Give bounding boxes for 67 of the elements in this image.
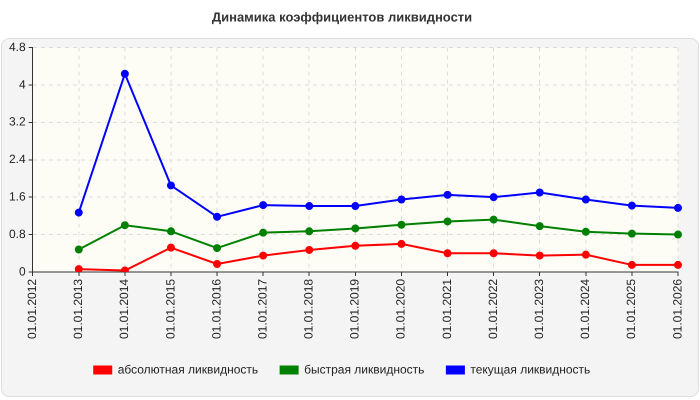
point: [444, 249, 452, 258]
point: [259, 252, 268, 260]
point: [351, 202, 360, 210]
x-tick-label: 01.01.2014: [117, 278, 132, 340]
point: [351, 242, 360, 250]
point: [397, 220, 406, 229]
point: [213, 244, 222, 252]
point: [120, 70, 129, 78]
x-tick-label: 01.01.2017: [255, 278, 270, 340]
y-tick-label: 1.6: [8, 189, 26, 204]
point: [259, 228, 268, 237]
x-tick-label: 01.01.2013: [71, 278, 86, 340]
point: [674, 230, 682, 239]
point: [259, 201, 268, 210]
chart-title: Динамика коэффициентов ликвидности: [212, 9, 472, 24]
legend-label: текущая ликвидность: [470, 362, 590, 376]
point: [166, 181, 175, 190]
point: [536, 252, 544, 260]
point: [674, 260, 682, 269]
point: [536, 188, 544, 196]
point: [397, 196, 406, 204]
x-tick-label: 01.01.2018: [302, 278, 316, 340]
point: [444, 217, 452, 226]
point: [74, 265, 83, 272]
x-tick-label: 01.01.2016: [209, 278, 224, 340]
point: [397, 240, 406, 248]
x-tick-label: 01.01.2012: [24, 278, 39, 340]
point: [628, 202, 636, 210]
point: [674, 204, 682, 212]
point: [490, 193, 498, 202]
point: [166, 244, 175, 252]
point: [74, 246, 83, 254]
y-tick-label: 4: [18, 77, 26, 92]
x-tick-label: 01.01.2026: [670, 278, 684, 340]
point: [305, 202, 314, 210]
x-tick-label: 01.01.2024: [578, 278, 592, 340]
y-tick-label: 0.8: [8, 226, 26, 241]
point: [213, 212, 222, 221]
point: [582, 196, 590, 204]
point: [74, 208, 83, 217]
point: [490, 249, 498, 258]
point: [490, 216, 498, 224]
point: [305, 227, 314, 236]
point: [305, 246, 314, 254]
point: [120, 221, 129, 230]
point: [628, 230, 636, 238]
point: [213, 260, 222, 268]
x-tick-label: 01.01.2021: [440, 278, 454, 340]
point: [166, 227, 175, 236]
x-tick-label: 01.01.2023: [532, 278, 546, 340]
x-tick-label: 01.01.2020: [394, 278, 408, 340]
point: [351, 224, 360, 232]
y-tick-label: 4.8: [8, 40, 26, 54]
legend-label: быстрая ликвидность: [304, 362, 424, 376]
x-tick-label: 01.01.2022: [486, 278, 500, 340]
legend-label: абсолютная ликвидность: [118, 362, 258, 376]
x-tick-label: 01.01.2019: [348, 278, 362, 340]
x-tick-label: 01.01.2025: [624, 278, 638, 340]
point: [582, 250, 590, 259]
point: [628, 260, 636, 269]
y-tick-label: 2.4: [8, 152, 26, 166]
point: [536, 222, 544, 230]
point: [582, 228, 590, 236]
x-tick-label: 01.01.2015: [163, 278, 178, 340]
point: [444, 190, 452, 199]
y-tick-label: 3.2: [8, 114, 26, 129]
y-tick-label: 0: [18, 264, 26, 278]
